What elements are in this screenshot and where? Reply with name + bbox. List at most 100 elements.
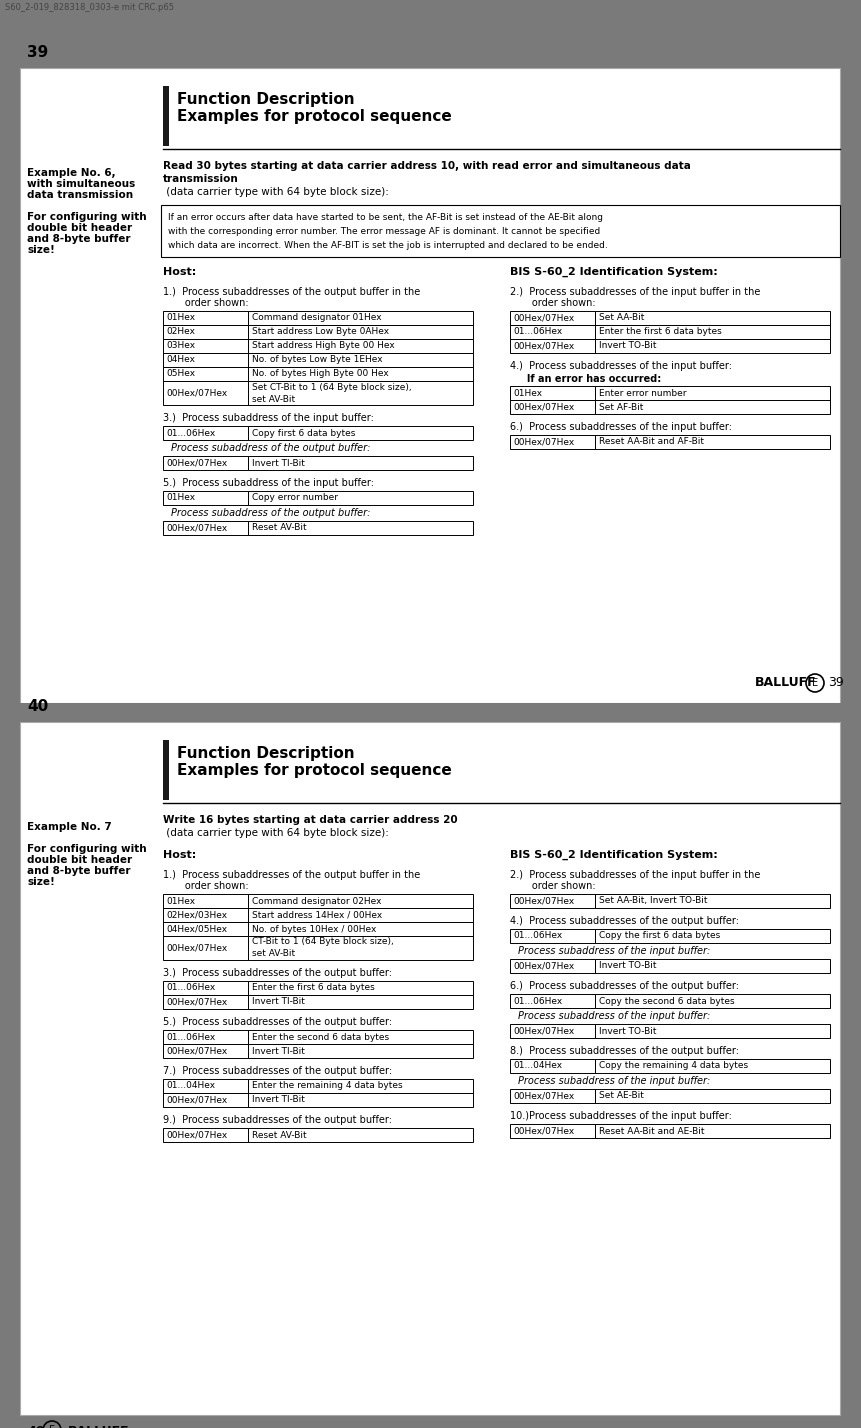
Bar — [0, 1415, 861, 1428]
Text: 00Hex/07Hex: 00Hex/07Hex — [513, 1027, 574, 1035]
Text: Set CT-Bit to 1 (64 Byte block size),: Set CT-Bit to 1 (64 Byte block size), — [252, 383, 412, 391]
Bar — [510, 1024, 595, 1038]
Text: Invert TI-Bit: Invert TI-Bit — [252, 998, 305, 1007]
Text: Read 30 bytes starting at data carrier address 10, with read error and simultane: Read 30 bytes starting at data carrier a… — [163, 161, 691, 171]
Text: 01Hex: 01Hex — [166, 494, 195, 503]
Text: 6.)  Process subaddresses of the input buffer:: 6.) Process subaddresses of the input bu… — [510, 423, 732, 433]
Text: BALLUFF: BALLUFF — [755, 677, 816, 690]
Text: Examples for protocol sequence: Examples for protocol sequence — [177, 109, 452, 124]
Text: BALLUFF: BALLUFF — [68, 1425, 130, 1428]
Bar — [163, 1080, 248, 1092]
Text: 39: 39 — [27, 46, 48, 60]
Text: and 8-byte buffer: and 8-byte buffer — [27, 865, 131, 875]
Text: Enter the first 6 data bytes: Enter the first 6 data bytes — [599, 327, 722, 337]
Text: Reset AA-Bit and AE-Bit: Reset AA-Bit and AE-Bit — [599, 1127, 704, 1135]
Bar — [163, 981, 248, 995]
Bar — [510, 436, 595, 448]
Text: E: E — [49, 1425, 55, 1428]
Text: Copy first 6 data bytes: Copy first 6 data bytes — [252, 428, 356, 437]
Bar — [161, 206, 840, 257]
Text: and 8-byte buffer: and 8-byte buffer — [27, 234, 131, 244]
Bar — [248, 894, 473, 908]
Text: Function Description: Function Description — [177, 91, 355, 107]
Text: Start address High Byte 00 Hex: Start address High Byte 00 Hex — [252, 341, 394, 350]
Text: 00Hex/07Hex: 00Hex/07Hex — [166, 944, 227, 952]
Text: order shown:: order shown: — [163, 298, 249, 308]
Text: Process subaddress of the output buffer:: Process subaddress of the output buffer: — [171, 508, 370, 518]
Text: 04Hex/05Hex: 04Hex/05Hex — [166, 924, 227, 934]
Bar — [510, 311, 595, 326]
Text: Set AF-Bit: Set AF-Bit — [599, 403, 643, 411]
Text: Start address Low Byte 0AHex: Start address Low Byte 0AHex — [252, 327, 389, 337]
Text: 02Hex: 02Hex — [166, 327, 195, 337]
Text: Example No. 7: Example No. 7 — [27, 823, 112, 833]
Text: 00Hex/07Hex: 00Hex/07Hex — [513, 1127, 574, 1135]
Bar — [248, 326, 473, 338]
Bar — [163, 1044, 248, 1058]
Bar — [248, 381, 473, 406]
Bar — [595, 326, 830, 338]
Text: If an error occurs after data have started to be sent, the AF-Bit is set instead: If an error occurs after data have start… — [168, 213, 603, 221]
Text: 01...06Hex: 01...06Hex — [166, 984, 215, 992]
Bar — [510, 338, 595, 353]
Bar — [595, 1060, 830, 1072]
Bar — [595, 311, 830, 326]
Bar — [595, 400, 830, 414]
Text: 00Hex/07Hex: 00Hex/07Hex — [513, 437, 574, 447]
Bar — [595, 1090, 830, 1102]
Text: Invert TI-Bit: Invert TI-Bit — [252, 458, 305, 467]
Text: 04Hex: 04Hex — [166, 356, 195, 364]
Bar — [163, 1030, 248, 1044]
Text: Set AE-Bit: Set AE-Bit — [599, 1091, 644, 1101]
Text: set AV-Bit: set AV-Bit — [252, 950, 295, 958]
Text: 00Hex/07Hex: 00Hex/07Hex — [513, 1091, 574, 1101]
Text: Start address 14Hex / 00Hex: Start address 14Hex / 00Hex — [252, 911, 382, 920]
Text: BIS S-60_2 Identification System:: BIS S-60_2 Identification System: — [510, 267, 718, 277]
Bar — [510, 386, 595, 400]
Bar — [595, 994, 830, 1008]
Bar — [248, 1128, 473, 1142]
Text: which data are incorrect. When the AF-BIT is set the job is interrupted and decl: which data are incorrect. When the AF-BI… — [168, 241, 608, 250]
Text: 03Hex: 03Hex — [166, 341, 195, 350]
Text: Set AA-Bit, Invert TO-Bit: Set AA-Bit, Invert TO-Bit — [599, 897, 708, 905]
Text: 01...06Hex: 01...06Hex — [513, 997, 562, 1005]
Text: 8.)  Process subaddresses of the output buffer:: 8.) Process subaddresses of the output b… — [510, 1045, 739, 1055]
Text: 9.)  Process subaddresses of the output buffer:: 9.) Process subaddresses of the output b… — [163, 1115, 392, 1125]
Text: 00Hex/07Hex: 00Hex/07Hex — [166, 1095, 227, 1104]
Bar — [163, 367, 248, 381]
Text: BIS S-60_2 Identification System:: BIS S-60_2 Identification System: — [510, 850, 718, 860]
Bar — [595, 960, 830, 972]
Bar — [0, 703, 861, 723]
Bar — [163, 338, 248, 353]
Text: double bit header: double bit header — [27, 855, 132, 865]
Text: E: E — [812, 678, 818, 688]
Bar — [248, 1080, 473, 1092]
Text: Copy error number: Copy error number — [252, 494, 338, 503]
Text: 3.)  Process subaddress of the input buffer:: 3.) Process subaddress of the input buff… — [163, 413, 374, 423]
Text: 00Hex/07Hex: 00Hex/07Hex — [513, 314, 574, 323]
Text: If an error has occurred:: If an error has occurred: — [510, 374, 661, 384]
Text: Write 16 bytes starting at data carrier address 20: Write 16 bytes starting at data carrier … — [163, 815, 458, 825]
Text: Process subaddress of the input buffer:: Process subaddress of the input buffer: — [518, 1077, 710, 1087]
Text: Reset AA-Bit and AF-Bit: Reset AA-Bit and AF-Bit — [599, 437, 704, 447]
Bar — [595, 930, 830, 942]
Bar — [248, 908, 473, 922]
Text: 3.)  Process subaddresses of the output buffer:: 3.) Process subaddresses of the output b… — [163, 968, 392, 978]
Bar — [248, 1092, 473, 1107]
Text: CT-Bit to 1 (64 Byte block size),: CT-Bit to 1 (64 Byte block size), — [252, 938, 393, 947]
Text: No. of bytes High Byte 00 Hex: No. of bytes High Byte 00 Hex — [252, 370, 389, 378]
Bar — [163, 456, 248, 470]
Bar — [510, 960, 595, 972]
Text: 01...06Hex: 01...06Hex — [166, 1032, 215, 1041]
Text: (data carrier type with 64 byte block size):: (data carrier type with 64 byte block si… — [163, 187, 389, 197]
Text: Copy the second 6 data bytes: Copy the second 6 data bytes — [599, 997, 734, 1005]
Text: 1.)  Process subaddresses of the output buffer in the: 1.) Process subaddresses of the output b… — [163, 870, 420, 880]
Text: For configuring with: For configuring with — [27, 211, 146, 221]
Bar — [163, 426, 248, 440]
Bar — [595, 894, 830, 908]
Bar — [163, 326, 248, 338]
Bar — [163, 353, 248, 367]
Bar — [248, 491, 473, 506]
Text: 2.)  Process subaddresses of the input buffer in the: 2.) Process subaddresses of the input bu… — [510, 287, 760, 297]
Bar — [248, 935, 473, 960]
